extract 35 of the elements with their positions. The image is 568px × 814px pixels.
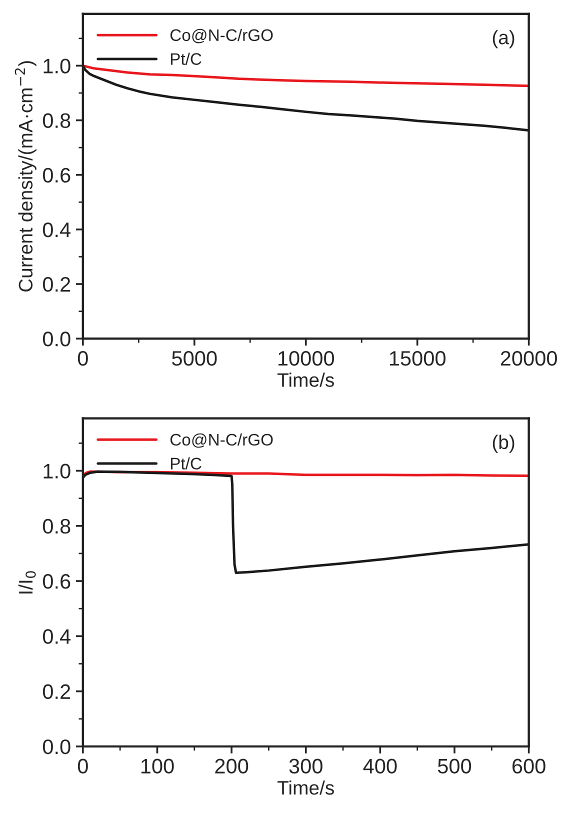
y-tick-label: 1.0	[44, 464, 70, 479]
y-tick-label: 0.4	[42, 222, 71, 238]
x-axis-title: Time/s	[278, 780, 334, 795]
y-tick-label: 0.8	[42, 518, 70, 534]
line-series	[82, 64, 529, 88]
legend-label: Co@N-C/rGO	[170, 433, 273, 448]
y-tick-label: 0.4	[42, 629, 71, 644]
legend-label: Pt/C	[170, 52, 202, 65]
annotation: (b)	[492, 434, 514, 453]
x-tick-label: 400	[363, 758, 397, 774]
y-tick-label: 0.2	[42, 277, 70, 292]
x-tick-label: 0	[78, 350, 88, 366]
x-tick-label: 100	[141, 758, 174, 774]
y-tick-label: 0.2	[42, 684, 70, 700]
x-tick-label: 600	[512, 758, 546, 774]
x-tick-label: 500	[438, 758, 472, 774]
y-tick-label: 0.8	[42, 113, 70, 128]
x-tick-label: 5000	[172, 350, 217, 366]
x-tick-label: 300	[289, 758, 322, 774]
x-tick-label: 15000	[390, 350, 446, 366]
annotation: (a)	[492, 30, 514, 48]
x-tick-label: 200	[215, 758, 248, 774]
x-axis-title: Time/s	[278, 372, 334, 387]
y-axis-title: I/I$_{0}$	[18, 571, 36, 594]
x-tick-label: 10000	[278, 350, 334, 366]
y-tick-label: 0.0	[42, 332, 70, 346]
y-axis-title: Current density/(mA·cm$^{−2}$)	[14, 61, 36, 292]
legend-label: Co@N-C/rGO	[170, 28, 273, 44]
x-tick-label: 0	[78, 758, 88, 774]
y-tick-label: 0.0	[42, 739, 70, 754]
y-tick-label: 1.0	[44, 58, 70, 74]
y-tick-label: 0.6	[42, 574, 70, 589]
y-tick-label: 0.6	[42, 168, 70, 183]
x-tick-label: 20000	[500, 350, 557, 366]
legend-label: Pt/C	[170, 457, 202, 470]
